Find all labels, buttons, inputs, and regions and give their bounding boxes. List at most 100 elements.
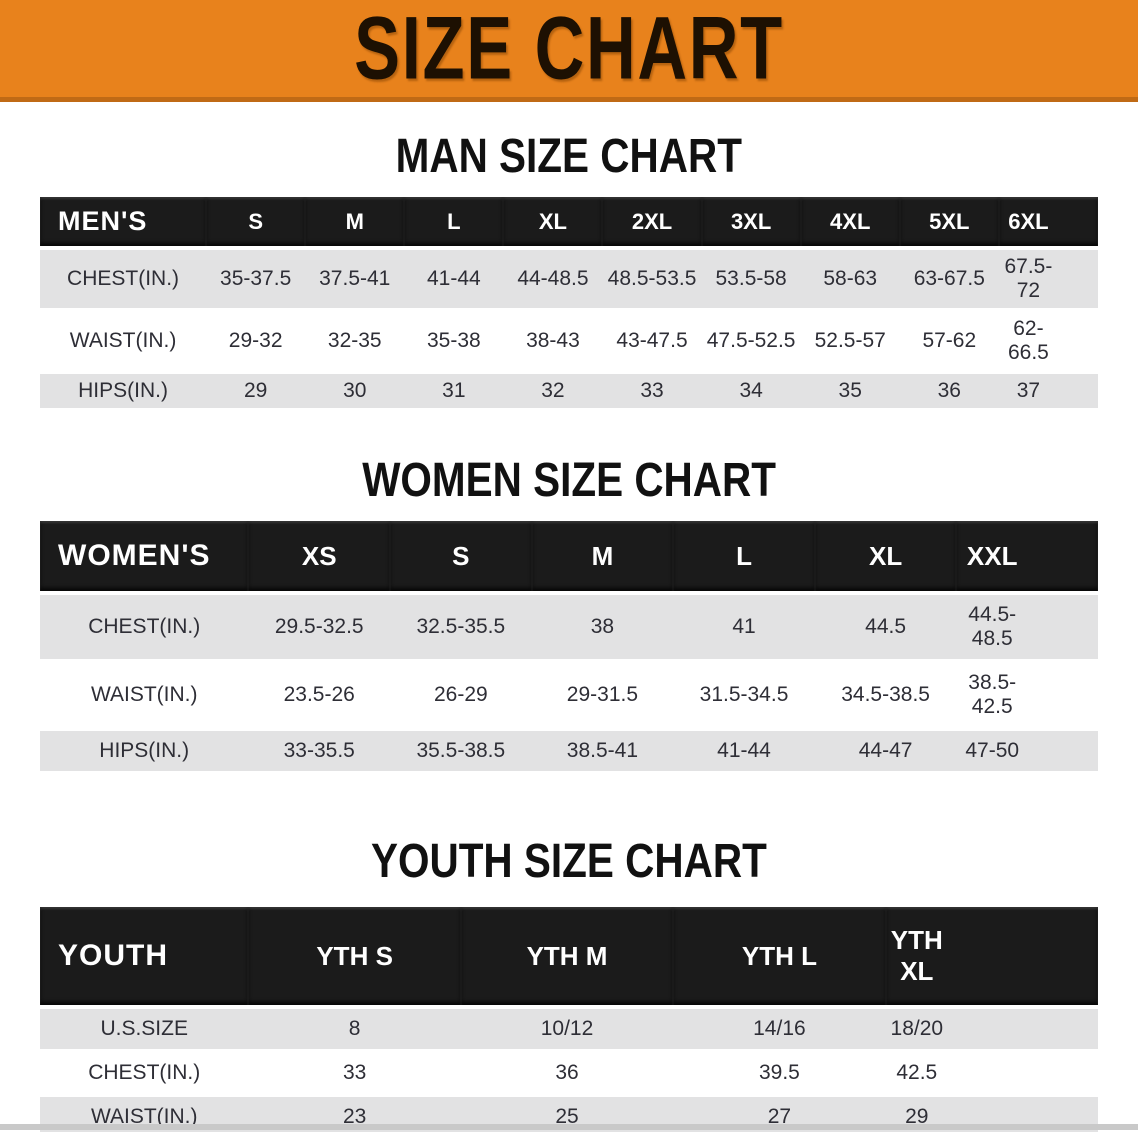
size-column-header: XL bbox=[814, 521, 957, 595]
size-value-cell: 29-31.5 bbox=[531, 661, 674, 731]
size-value-cell: 31.5-34.5 bbox=[673, 661, 815, 731]
size-column-header: M bbox=[305, 197, 405, 250]
measurement-row: U.S.SIZE 8 10/12 14/16 18/20 bbox=[40, 1007, 1098, 1053]
size-column-header: S bbox=[390, 521, 532, 595]
size-value-cell: 42.5 bbox=[885, 1051, 1098, 1097]
size-column-header: XXL bbox=[956, 521, 1098, 595]
banner-title: SIZE CHART bbox=[354, 0, 784, 98]
size-value-cell: 32.5-35.5 bbox=[390, 593, 532, 663]
table-title-cell: YOUTH bbox=[40, 907, 249, 1009]
size-value-cell: 44.5-48.5 bbox=[956, 593, 1098, 663]
size-value-cell: 38.5-41 bbox=[531, 729, 674, 775]
men-section-heading-text: MAN SIZE CHART bbox=[395, 127, 743, 183]
size-value-cell: 31 bbox=[404, 372, 504, 412]
size-column-header: M bbox=[531, 521, 674, 595]
size-value-cell: 36 bbox=[460, 1051, 674, 1097]
measurement-row: CHEST(IN.) 29.5-32.5 32.5-35.5 38 41 44.5 44.5… bbox=[40, 593, 1098, 663]
size-value-cell: 36 bbox=[899, 372, 999, 412]
youth-size-table: YOUTH YTH S YTH M YTH L YTH XL U.S.SIZE 8 10/12… bbox=[40, 907, 1098, 1132]
size-column-header: YTH XL bbox=[885, 907, 1098, 1009]
size-column-header: L bbox=[673, 521, 815, 595]
youth-section-heading: YOUTH SIZE CHART bbox=[0, 832, 1138, 888]
size-value-cell: 43-47.5 bbox=[602, 310, 702, 374]
size-column-header: 2XL bbox=[602, 197, 702, 250]
size-table-header-row: YOUTH YTH S YTH M YTH L YTH XL bbox=[40, 907, 1098, 1009]
bottom-divider bbox=[0, 1124, 1138, 1130]
size-value-cell: 10/12 bbox=[460, 1007, 674, 1053]
size-column-header: YTH L bbox=[673, 907, 886, 1009]
row-label: HIPS(IN.) bbox=[40, 372, 207, 412]
size-value-cell: 44-47 bbox=[814, 729, 957, 775]
row-label: WAIST(IN.) bbox=[40, 310, 207, 374]
size-value-cell: 48.5-53.5 bbox=[602, 248, 702, 312]
size-value-cell: 35 bbox=[800, 372, 900, 412]
row-label: CHEST(IN.) bbox=[40, 1051, 249, 1097]
size-value-cell: 58-63 bbox=[800, 248, 900, 312]
men-size-table: MEN'S S M L XL 2XL 3XL 4XL 5XL 6XL CHEST(IN.) 35-37… bbox=[40, 197, 1098, 412]
size-value-cell: 44-48.5 bbox=[503, 248, 603, 312]
size-value-cell: 8 bbox=[248, 1007, 461, 1053]
size-value-cell: 67.5-72 bbox=[998, 248, 1098, 312]
size-column-header: 5XL bbox=[899, 197, 999, 250]
size-value-cell: 47-50 bbox=[956, 729, 1098, 775]
size-value-cell: 41-44 bbox=[404, 248, 504, 312]
size-column-header: 3XL bbox=[701, 197, 801, 250]
size-value-cell: 35-37.5 bbox=[206, 248, 306, 312]
row-label: HIPS(IN.) bbox=[40, 729, 249, 775]
size-value-cell: 57-62 bbox=[899, 310, 999, 374]
row-label: CHEST(IN.) bbox=[40, 248, 207, 312]
measurement-row: WAIST(IN.) 23.5-26 26-29 29-31.5 31.5-34.5 34… bbox=[40, 661, 1098, 731]
size-chart-banner: SIZE CHART bbox=[0, 0, 1138, 102]
table-title-cell: MEN'S bbox=[40, 197, 207, 250]
size-value-cell: 62-66.5 bbox=[998, 310, 1098, 374]
size-value-cell: 41 bbox=[673, 593, 815, 663]
youth-section: YOUTH SIZE CHART YOUTH YTH S YTH M YTH L YTH… bbox=[0, 833, 1138, 1132]
size-column-header: L bbox=[404, 197, 504, 250]
size-value-cell: 47.5-52.5 bbox=[701, 310, 801, 374]
size-value-cell: 34.5-38.5 bbox=[814, 661, 957, 731]
size-value-cell: 33 bbox=[602, 372, 702, 412]
size-value-cell: 44.5 bbox=[814, 593, 957, 663]
women-section: WOMEN SIZE CHART WOMEN'S XS S M L XL XXL CHEST(… bbox=[0, 452, 1138, 775]
measurement-row: CHEST(IN.) 35-37.5 37.5-41 41-44 44-48.5 48.5… bbox=[40, 248, 1098, 312]
size-value-cell: 30 bbox=[305, 372, 405, 412]
size-column-header: 4XL bbox=[800, 197, 900, 250]
size-value-cell: 29-32 bbox=[206, 310, 306, 374]
size-value-cell: 34 bbox=[701, 372, 801, 412]
size-column-header: YTH S bbox=[248, 907, 461, 1009]
size-value-cell: 26-29 bbox=[390, 661, 532, 731]
size-column-header: XS bbox=[248, 521, 391, 595]
size-value-cell: 39.5 bbox=[673, 1051, 886, 1097]
size-value-cell: 35.5-38.5 bbox=[390, 729, 532, 775]
size-value-cell: 14/16 bbox=[673, 1007, 886, 1053]
size-value-cell: 38 bbox=[531, 593, 674, 663]
table-title-cell: WOMEN'S bbox=[40, 521, 249, 595]
youth-section-heading-text: YOUTH SIZE CHART bbox=[371, 832, 767, 888]
men-section: MAN SIZE CHART MEN'S S M L XL 2XL 3XL 4XL 5XL 6XL… bbox=[0, 128, 1138, 412]
row-label: CHEST(IN.) bbox=[40, 593, 249, 663]
measurement-row: CHEST(IN.) 33 36 39.5 42.5 bbox=[40, 1051, 1098, 1097]
size-table-header-row: WOMEN'S XS S M L XL XXL bbox=[40, 521, 1098, 595]
women-size-table: WOMEN'S XS S M L XL XXL CHEST(IN.) 29.5-32.5 32.5… bbox=[40, 521, 1098, 775]
row-label: U.S.SIZE bbox=[40, 1007, 249, 1053]
size-value-cell: 32-35 bbox=[305, 310, 405, 374]
size-value-cell: 18/20 bbox=[885, 1007, 1098, 1053]
size-value-cell: 38.5-42.5 bbox=[956, 661, 1098, 731]
size-value-cell: 63-67.5 bbox=[899, 248, 999, 312]
size-column-header: 6XL bbox=[998, 197, 1098, 250]
size-column-header: YTH M bbox=[460, 907, 674, 1009]
measurement-row: WAIST(IN.) 29-32 32-35 35-38 38-43 43-47.5 47.… bbox=[40, 310, 1098, 374]
measurement-row: HIPS(IN.) 29 30 31 32 33 34 35 36 37 bbox=[40, 372, 1098, 412]
women-section-heading: WOMEN SIZE CHART bbox=[0, 451, 1138, 507]
size-value-cell: 37.5-41 bbox=[305, 248, 405, 312]
size-column-header: XL bbox=[503, 197, 603, 250]
size-value-cell: 53.5-58 bbox=[701, 248, 801, 312]
women-section-heading-text: WOMEN SIZE CHART bbox=[362, 451, 776, 507]
size-table-header-row: MEN'S S M L XL 2XL 3XL 4XL 5XL 6XL bbox=[40, 197, 1098, 250]
size-column-header: S bbox=[206, 197, 306, 250]
size-value-cell: 38-43 bbox=[503, 310, 603, 374]
measurement-row: HIPS(IN.) 33-35.5 35.5-38.5 38.5-41 41-44 44-… bbox=[40, 729, 1098, 775]
size-value-cell: 29 bbox=[206, 372, 306, 412]
row-label: WAIST(IN.) bbox=[40, 661, 249, 731]
size-value-cell: 33 bbox=[248, 1051, 461, 1097]
